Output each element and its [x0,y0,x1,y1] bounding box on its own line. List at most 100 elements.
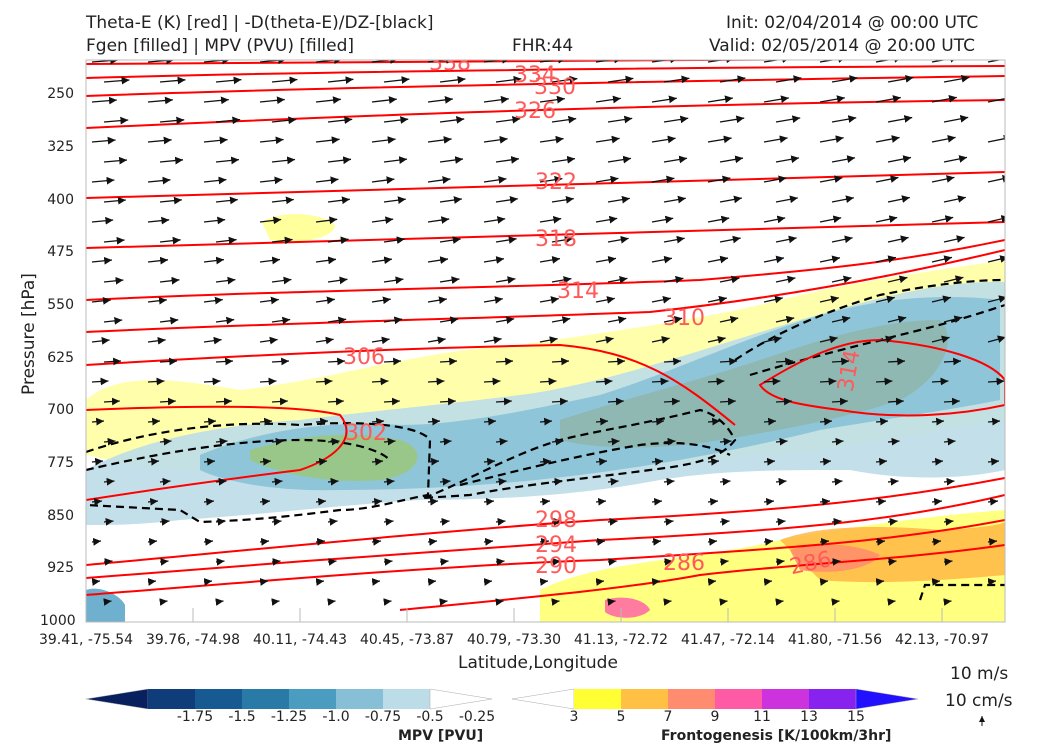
ddz-contour [918,583,1005,601]
wind-vector [103,397,120,406]
mpv-colorbar-extend-high [429,688,493,710]
wind-vector [831,477,843,486]
wind-vector [91,136,116,145]
fgen-colorbar-tick: 7 [663,709,673,725]
wind-vector [91,337,110,345]
wind-vector [103,517,114,526]
wind-vector [931,578,941,586]
wind-vector [215,316,235,325]
wind-vector [539,417,553,426]
y-tick-label: 475 [47,244,74,261]
wind-vector [707,255,729,264]
wind-vector [763,537,774,546]
wind-vector [719,275,740,284]
wind-vector [887,357,906,366]
y-axis-label: Pressure [hPa] [19,273,39,395]
wind-vector [539,296,559,304]
wind-vector [327,357,346,366]
wind-vector [887,558,897,566]
wind-vector [875,417,889,426]
wind-vector [707,377,725,386]
wind-vector [607,477,619,486]
wind-vector [439,517,450,526]
wind-vector [439,397,456,406]
wind-vector [439,156,464,164]
title-line-1: Theta-E (K) [red] | -D(theta-E)/DZ-[blac… [86,13,434,33]
wind-vector [887,437,900,446]
wind-vector [931,215,954,223]
wind-vector [819,135,844,143]
wind-vector [439,76,466,84]
wind-vector [383,116,409,124]
x-tick-marks [85,608,943,622]
wind-vector [103,276,124,285]
wind-vector [763,335,782,344]
wind-vector [595,296,615,304]
wind-vector [383,276,404,285]
wind-vector [91,537,102,546]
fgen-fill-yellow-small [262,214,335,242]
wind-vector [147,457,160,466]
ddz-contour [423,408,737,500]
wind-vector [259,256,281,265]
wind-vector [495,155,520,164]
wind-vector [831,315,851,324]
init-time: Init: 02/04/2014 @ 00:00 UTC [726,13,979,33]
theta-e-label: 306 [343,345,385,370]
wind-vector [875,135,900,143]
theta-e-label: 290 [535,554,577,579]
wind-vector [551,477,563,486]
wind-vector [315,417,329,426]
wind-vector [719,357,738,366]
wind-vector [775,195,798,204]
wind-vector [439,316,459,325]
wind-vector [271,196,294,205]
wind-vector [495,477,507,486]
wind-vector [383,437,396,446]
mpv-colorbar-tick: -1.25 [270,709,308,725]
wind-vector [327,517,338,526]
wind-vector [707,578,717,586]
wind-vector [663,477,675,486]
wind-vector [159,357,178,366]
wind-vector [651,578,661,586]
theta-e-contour-290 [86,519,1005,596]
wind-vector [147,497,159,506]
wind-vector [943,397,960,406]
wind-vector [595,336,614,344]
wind-vector [483,457,496,466]
wind-vector [987,497,999,506]
wind-vector [103,437,116,446]
mpv-colorbar-extend-low [85,688,149,710]
wind-vector [719,558,729,566]
wind-vector [595,578,605,586]
wind-vector [495,316,515,324]
theta-e-label: 338 [429,51,471,76]
wind-vector [831,357,850,366]
wind-vector [315,336,334,345]
wind-vector [259,296,279,305]
wind-vector [539,175,563,184]
mpv-colorbar-tick: -1.5 [228,709,256,725]
wind-vector [427,457,440,466]
wind-vector [931,60,958,63]
wind-vector [383,558,393,566]
fgen-colorbar-tick: 13 [800,709,818,725]
wind-vector [215,477,227,486]
wind-vector [371,336,390,345]
wind-vector [943,437,956,446]
wind-vector [595,377,613,386]
wind-vector [383,598,392,606]
wind-vector [651,175,675,184]
wind-vector [719,397,736,406]
wind-vector [495,196,518,204]
wind-vector [539,95,565,104]
wind-vector [875,578,885,586]
y-tick-label: 250 [47,86,74,103]
wind-vector [663,115,689,124]
wind-vector [551,397,568,406]
wind-vector [887,75,914,83]
wind-vector [147,336,166,345]
wind-vector [775,357,794,366]
wind-vector [327,276,348,285]
